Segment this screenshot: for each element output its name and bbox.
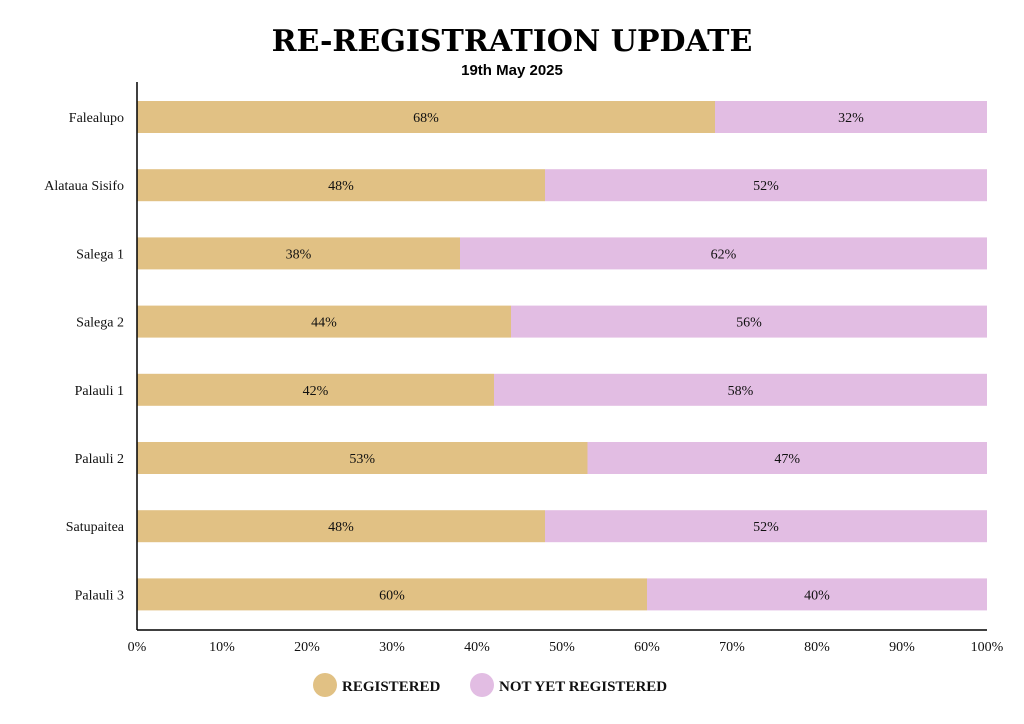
category-label: Falealupo: [69, 111, 124, 126]
bar-not-registered-alataua-sisifo: [545, 169, 987, 202]
chart-subtitle: 19th May 2025: [461, 62, 563, 79]
bar-registered-palauli-2: [137, 442, 588, 474]
x-tick-label: 60%: [634, 640, 660, 655]
bar-not-registered-falealupo: [715, 101, 987, 133]
category-label: Alataua Sisifo: [44, 179, 124, 194]
bar-value-label: 68%: [413, 111, 439, 126]
category-label: Palauli 1: [75, 384, 124, 399]
bar-registered-falealupo: [137, 101, 715, 133]
x-tick-label: 10%: [209, 640, 235, 655]
bar-not-registered-palauli-3: [647, 578, 987, 611]
bar-registered-satupaitea: [137, 510, 545, 543]
category-labels: Falealupo Alataua Sisifo Salega 1 Salega 2 P…: [44, 111, 125, 603]
x-tick-label: 20%: [294, 640, 320, 655]
legend: REGISTERED NOT YET REGISTERED: [313, 673, 667, 697]
bar-value-label: 40%: [804, 588, 830, 603]
category-label: Salega 2: [76, 316, 124, 331]
bar-registered-palauli-1: [137, 373, 494, 406]
category-label: Palauli 2: [75, 452, 124, 467]
bar-value-label: 52%: [753, 179, 779, 194]
bar-value-label: 60%: [379, 588, 405, 603]
x-tick-labels: 0% 10% 20% 30% 40% 50% 60% 70% 80% 90% 100%: [128, 640, 1004, 655]
bar-value-label: 44%: [311, 316, 337, 331]
legend-not-registered-swatch: [470, 673, 494, 697]
bar-value-label: 48%: [328, 520, 354, 535]
x-tick-label: 70%: [719, 640, 745, 655]
legend-registered-swatch: [313, 673, 337, 697]
bar-value-label: 52%: [753, 520, 779, 535]
chart-title: RE-REGISTRATION UPDATE: [271, 24, 753, 59]
legend-not-registered-label: NOT YET REGISTERED: [499, 679, 667, 695]
bar-value-label: 48%: [328, 179, 354, 194]
bar-value-label: 32%: [838, 111, 864, 126]
category-label: Satupaitea: [66, 520, 125, 535]
bar-not-registered-salega-2: [511, 305, 987, 338]
bar-not-registered-palauli-1: [494, 373, 987, 406]
x-tick-label: 30%: [379, 640, 405, 655]
bar-value-label: 62%: [711, 247, 737, 262]
bar-not-registered-salega-1: [460, 237, 987, 270]
x-tick-label: 40%: [464, 640, 490, 655]
x-tick-label: 50%: [549, 640, 575, 655]
category-label: Salega 1: [76, 247, 124, 262]
x-tick-label: 100%: [971, 640, 1004, 655]
bar-value-label: 47%: [774, 452, 800, 467]
x-tick-label: 0%: [128, 640, 147, 655]
bar-not-registered-satupaitea: [545, 510, 987, 543]
bars-layer: 68% 32% 48% 52% 38% 62% 44% 56% 42% 58% 53% 47% 48% 5…: [137, 101, 987, 611]
bar-value-label: 56%: [736, 316, 762, 331]
x-tick-label: 90%: [889, 640, 915, 655]
bar-registered-salega-2: [137, 305, 511, 338]
bar-value-label: 53%: [349, 452, 375, 467]
bar-not-registered-palauli-2: [587, 442, 987, 474]
bar-value-label: 58%: [728, 384, 754, 399]
legend-registered-label: REGISTERED: [342, 679, 441, 695]
bar-registered-salega-1: [137, 237, 460, 270]
bar-registered-palauli-3: [137, 578, 647, 611]
bar-registered-alataua-sisifo: [137, 169, 545, 202]
x-tick-label: 80%: [804, 640, 830, 655]
bar-value-label: 42%: [303, 384, 329, 399]
category-label: Palauli 3: [75, 588, 124, 603]
axes: [136, 82, 987, 631]
bar-value-label: 38%: [286, 247, 312, 262]
